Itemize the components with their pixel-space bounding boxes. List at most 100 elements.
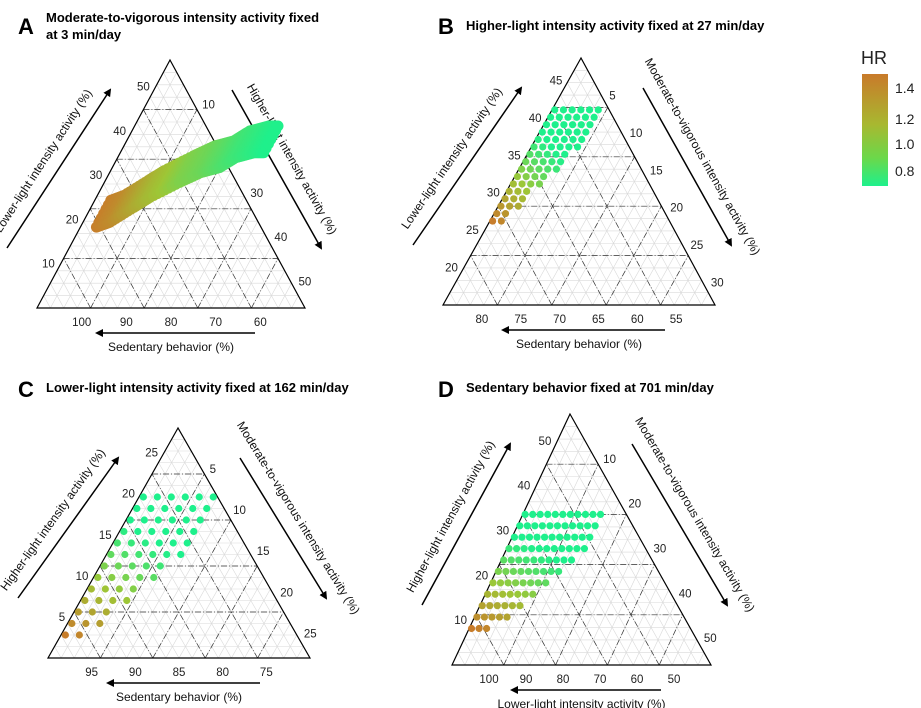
data-point bbox=[209, 493, 217, 501]
grid-line bbox=[231, 588, 271, 659]
data-point bbox=[129, 585, 137, 593]
panel-a-title-line1: Moderate-to-vigorous intensity activity … bbox=[46, 10, 319, 25]
grid-line bbox=[687, 280, 702, 306]
grid bbox=[457, 426, 705, 666]
data-point bbox=[560, 135, 568, 144]
bottom-tick-label: 100 bbox=[479, 674, 498, 686]
legend-tick-4: 0.8 bbox=[895, 163, 915, 179]
data-point bbox=[507, 556, 515, 564]
data-point bbox=[539, 567, 548, 576]
data-point bbox=[563, 533, 571, 541]
grid-line bbox=[546, 119, 648, 306]
grid-line bbox=[178, 542, 245, 659]
grid-line bbox=[158, 462, 271, 659]
panel-a-letter: A bbox=[18, 14, 34, 39]
data-point bbox=[573, 545, 581, 553]
triangle-outline bbox=[451, 412, 713, 666]
data-point bbox=[551, 106, 559, 114]
data-point bbox=[547, 113, 555, 121]
grid-line bbox=[581, 539, 641, 666]
grid-line bbox=[112, 542, 180, 659]
data-point bbox=[548, 158, 556, 166]
data-point bbox=[535, 545, 543, 553]
data-point bbox=[559, 106, 568, 114]
right-tick-label: 50 bbox=[299, 276, 312, 288]
data-point bbox=[514, 187, 522, 195]
left-tick-label: 15 bbox=[99, 530, 112, 542]
data-point bbox=[510, 195, 518, 203]
bottom-tick-label: 80 bbox=[216, 667, 229, 679]
data-point bbox=[497, 202, 505, 210]
data-point bbox=[571, 533, 579, 541]
data-point bbox=[108, 573, 116, 582]
data-point bbox=[542, 579, 550, 587]
legend-tick-2: 1.2 bbox=[895, 111, 915, 127]
grid-line bbox=[456, 70, 588, 306]
data-point bbox=[508, 602, 516, 610]
major-grid-line bbox=[555, 514, 627, 666]
data-point bbox=[517, 567, 525, 576]
data-point bbox=[148, 527, 156, 536]
grid-line bbox=[463, 639, 479, 666]
data-point bbox=[95, 596, 103, 605]
data-point bbox=[514, 202, 522, 210]
bottom-tick-label: 90 bbox=[120, 317, 133, 329]
data-point bbox=[480, 613, 489, 621]
grid-line bbox=[171, 439, 298, 659]
triangle-outline bbox=[35, 58, 307, 309]
left-tick-label: 40 bbox=[517, 481, 530, 493]
data-point bbox=[546, 522, 554, 530]
data-point bbox=[547, 567, 555, 576]
legend-title: HR bbox=[861, 48, 887, 68]
panel-a: A Moderate-to-vigorous intensity activit… bbox=[0, 10, 340, 354]
major-grid-line bbox=[204, 565, 258, 659]
bottom-tick-label: 60 bbox=[631, 674, 644, 686]
left-axis-arrow bbox=[6, 88, 112, 249]
data-point bbox=[522, 172, 530, 181]
data-point bbox=[581, 510, 590, 518]
data-point bbox=[511, 579, 520, 587]
data-point bbox=[556, 158, 565, 166]
data-point bbox=[504, 579, 512, 587]
data-point bbox=[551, 135, 560, 144]
bottom-tick-label: 70 bbox=[594, 674, 607, 686]
data-point bbox=[591, 522, 599, 530]
data-point bbox=[529, 510, 537, 518]
data-point bbox=[551, 121, 559, 129]
data-point bbox=[547, 128, 555, 136]
data-point bbox=[582, 128, 590, 136]
grid-line bbox=[487, 589, 530, 666]
data-point bbox=[493, 602, 501, 610]
data-points bbox=[90, 120, 284, 233]
grid-line bbox=[145, 485, 245, 659]
right-axis-label: Moderate-to-vigorous intensity activity … bbox=[234, 419, 363, 617]
data-point bbox=[96, 619, 104, 628]
data-point bbox=[94, 573, 102, 582]
data-point bbox=[536, 510, 544, 518]
grid-line bbox=[136, 121, 239, 309]
data-point bbox=[535, 150, 543, 158]
panel-c-letter: C bbox=[18, 377, 34, 402]
data-point bbox=[503, 613, 511, 621]
data-point bbox=[109, 596, 117, 605]
major-grid-line bbox=[470, 255, 498, 306]
data-point bbox=[566, 510, 574, 518]
data-point bbox=[515, 556, 523, 564]
left-tick-label: 45 bbox=[550, 75, 563, 87]
hr-legend: HR 1.4 1.2 1.0 0.8 bbox=[861, 48, 915, 186]
grid-line bbox=[464, 426, 578, 666]
grid-line bbox=[701, 292, 709, 306]
right-axis-label: Higher-light intensity activity (%) bbox=[244, 81, 340, 237]
data-point bbox=[561, 522, 569, 530]
data-point bbox=[162, 527, 170, 536]
data-point bbox=[154, 516, 162, 524]
left-tick-label: 30 bbox=[487, 188, 500, 200]
grid-line bbox=[645, 602, 677, 666]
data-point bbox=[126, 516, 134, 524]
data-point bbox=[585, 106, 594, 114]
data-point bbox=[552, 556, 561, 564]
bottom-tick-label: 75 bbox=[260, 667, 273, 679]
grid-line bbox=[83, 221, 132, 309]
grid-line bbox=[296, 646, 304, 659]
panel-b-letter: B bbox=[438, 14, 454, 39]
